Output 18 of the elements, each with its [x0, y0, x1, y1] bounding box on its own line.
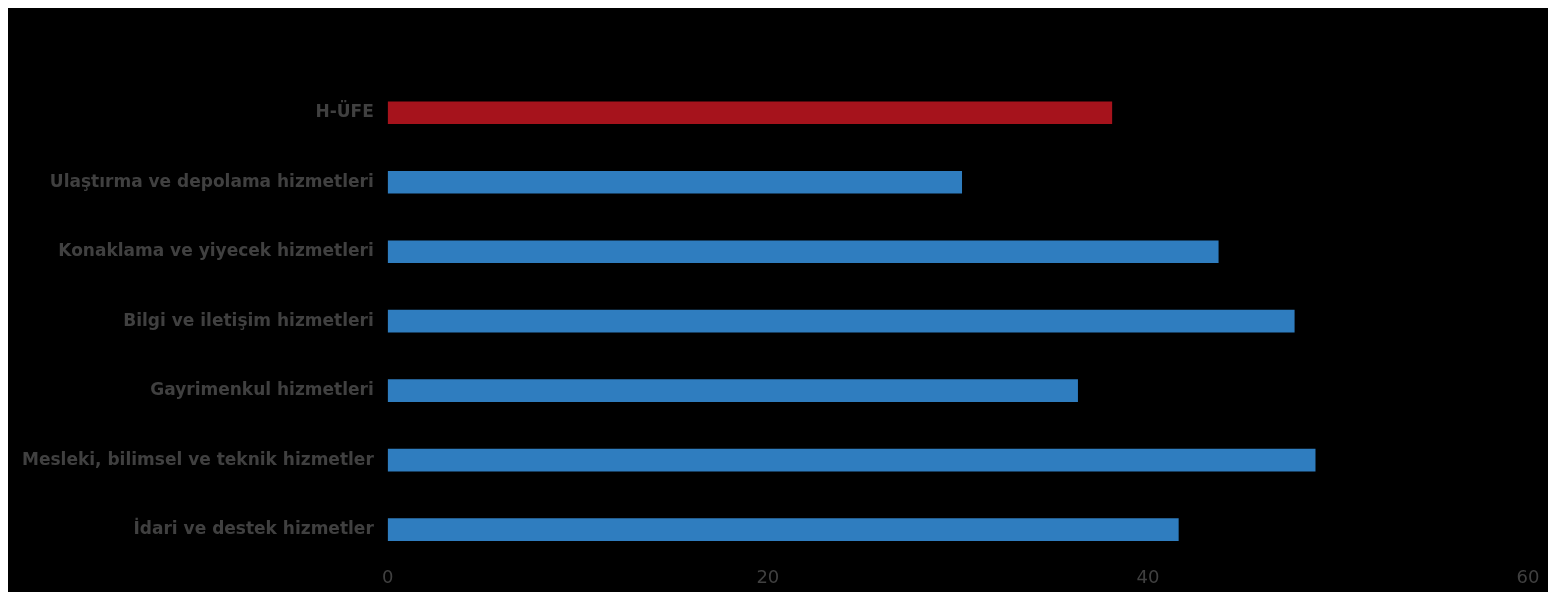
bar [387, 240, 1219, 264]
bar [387, 309, 1295, 333]
y-tick-label: Ulaştırma ve depolama hizmetleri [49, 170, 374, 191]
x-tick-label: 20 [756, 565, 780, 587]
bar [387, 101, 1113, 125]
bar [387, 518, 1179, 541]
y-tick-label: Bilgi ve iletişim hizmetleri [123, 309, 374, 330]
y-tick-label: Mesleki, bilimsel ve teknik hizmetler [21, 448, 375, 469]
x-tick-label: 0 [382, 565, 394, 587]
bar [387, 170, 963, 194]
y-tick-label: İdari ve destek hizmetler [133, 517, 375, 539]
x-tick-label: 60 [1516, 565, 1540, 587]
y-tick-label: H-ÜFE [315, 100, 374, 122]
y-tick-label: Gayrimenkul hizmetleri [150, 379, 374, 400]
bar [387, 448, 1316, 472]
y-tick-label: Konaklama ve yiyecek hizmetleri [58, 240, 374, 261]
x-tick-label: 40 [1136, 565, 1160, 587]
bar [387, 379, 1078, 403]
